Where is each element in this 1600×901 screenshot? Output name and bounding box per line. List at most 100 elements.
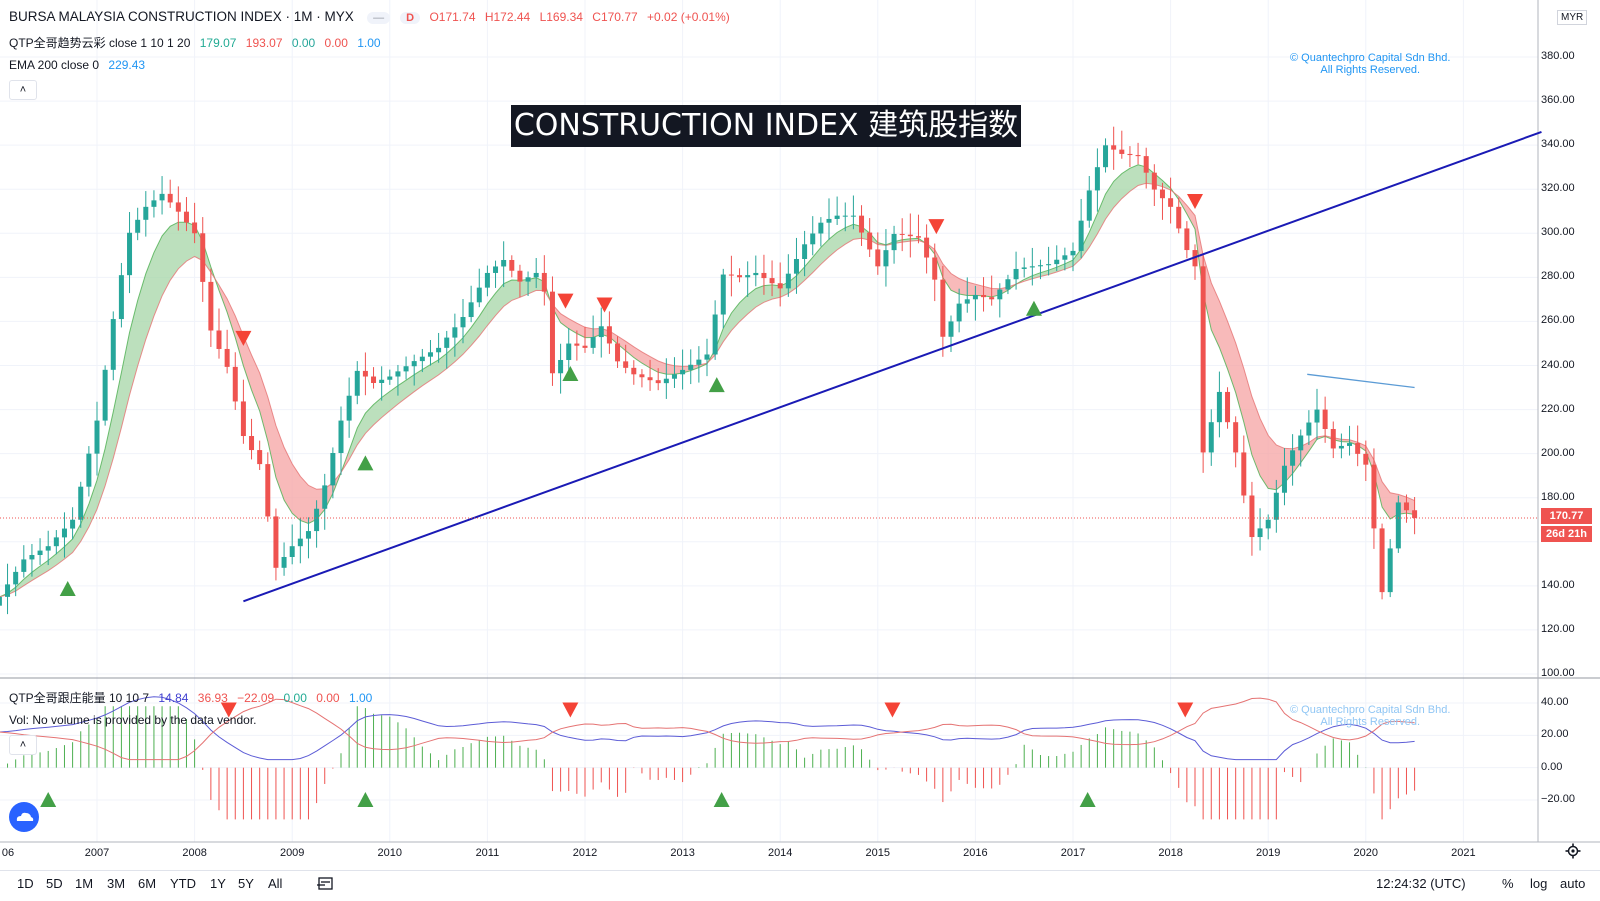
candle-body	[582, 345, 588, 348]
copyright-main: © Quantechpro Capital Sdn Bhd. All Right…	[1290, 52, 1450, 76]
candle-body	[964, 299, 970, 304]
date-range-icon[interactable]	[317, 874, 335, 892]
candle-body	[78, 486, 84, 520]
legend-collapse-button[interactable]: ˄	[9, 80, 37, 100]
candle-body	[1403, 502, 1409, 511]
candle-body	[1046, 264, 1052, 266]
timeframe-all-button[interactable]: All	[268, 876, 283, 891]
candle-body	[785, 273, 791, 289]
time-tick-label: 2010	[377, 847, 403, 859]
currency-label[interactable]: MYR	[1557, 10, 1588, 25]
time-tick-label: 2017	[1060, 847, 1086, 859]
timeframe-6m-button[interactable]: 6M	[138, 876, 157, 891]
tradingview-logo[interactable]	[9, 802, 39, 832]
chart-banner: CONSTRUCTION INDEX 建筑股指数	[511, 105, 1021, 147]
price-tick-label: 220.00	[1541, 402, 1575, 415]
candle-body	[127, 232, 133, 276]
candle-body	[70, 519, 76, 529]
utc-clock[interactable]: 12:24:32 (UTC)	[1376, 876, 1466, 891]
candle-body	[802, 244, 808, 259]
candle-body	[623, 361, 629, 368]
price-tick-label: 360.00	[1541, 94, 1575, 107]
candle-body	[1070, 250, 1076, 256]
price-tick-label: 120.00	[1541, 622, 1575, 635]
candle-body	[1355, 443, 1361, 454]
candle-body	[1241, 452, 1247, 496]
time-tick-label: 2007	[84, 847, 110, 859]
candle-body	[712, 314, 718, 355]
time-tick-label: 2008	[182, 847, 207, 859]
candle-body	[509, 259, 515, 271]
timeframe-1d-button[interactable]: 1D	[17, 876, 34, 891]
candle-body	[183, 211, 189, 223]
candle-body	[379, 379, 385, 383]
candle-body	[1094, 167, 1100, 191]
sell-signal-marker	[557, 293, 574, 309]
ohlc-low: L169.34	[539, 10, 583, 24]
price-tick-label: 240.00	[1541, 358, 1575, 371]
timeframe-5y-button[interactable]: 5Y	[238, 876, 254, 891]
oscillator-legend[interactable]: QTP全哥跟庄能量 10 10 7 14.84 36.93 −22.09 0.0…	[9, 689, 378, 706]
buy-signal-marker	[562, 365, 579, 381]
ohlc-high: H172.44	[484, 10, 531, 24]
candle-body	[728, 274, 734, 276]
candle-body	[94, 420, 100, 454]
candle-body	[175, 202, 181, 212]
oscillator-collapse-button[interactable]: ˄	[9, 735, 37, 755]
time-tick-label: 2018	[1158, 847, 1183, 859]
candle-body	[110, 319, 116, 370]
pill-d[interactable]: D	[400, 12, 421, 24]
timeframe-1y-button[interactable]: 1Y	[210, 876, 226, 891]
settings-gear-icon[interactable]	[1565, 843, 1581, 859]
candle-body	[696, 359, 702, 365]
timeframe-5d-button[interactable]: 5D	[46, 876, 63, 891]
timeframe-3m-button[interactable]: 3M	[107, 876, 126, 891]
candle-body	[1338, 445, 1344, 449]
candle-body	[362, 370, 368, 377]
ohlc-close: C170.77	[592, 10, 638, 24]
candle-body	[631, 367, 637, 375]
oscillator-buy-marker	[40, 792, 57, 807]
auto-toggle[interactable]: auto	[1560, 876, 1586, 891]
candle-body	[810, 233, 816, 245]
candle-body	[688, 364, 694, 370]
qtp-trend-legend[interactable]: QTP全哥趋势云彩 close 1 10 1 20 179.07 193.07 …	[9, 34, 387, 51]
candle-body	[737, 275, 743, 278]
time-tick-label: 2016	[963, 847, 988, 859]
log-toggle[interactable]: log	[1530, 876, 1548, 891]
candle-body	[1103, 145, 1109, 168]
oscillator-tick-label: 0.00	[1541, 760, 1563, 773]
price-tick-label: 260.00	[1541, 314, 1575, 327]
candle-body	[29, 555, 35, 560]
oscillator-buy-marker	[357, 792, 374, 807]
time-tick-label: 2020	[1353, 847, 1379, 859]
symbol-title[interactable]: BURSA MALAYSIA CONSTRUCTION INDEX · 1M ·…	[9, 9, 354, 24]
candle-body	[53, 537, 59, 547]
candle-body	[1078, 220, 1084, 251]
sell-signal-marker	[235, 330, 252, 346]
candle-body	[1330, 429, 1336, 449]
copyright-sub-line2: All Rights Reserved.	[1320, 716, 1421, 728]
candle-body	[1216, 391, 1222, 423]
candle-body	[322, 485, 328, 509]
candle-body	[281, 556, 287, 568]
ema-legend[interactable]: EMA 200 close 0 229.43	[9, 58, 151, 72]
candle-body	[932, 257, 938, 280]
candle-body	[1273, 492, 1279, 520]
timeframe-1m-button[interactable]: 1M	[75, 876, 94, 891]
candle-body	[5, 584, 11, 597]
timeframe-ytd-button[interactable]: YTD	[170, 876, 196, 891]
candle-body	[940, 279, 946, 337]
candle-body	[192, 222, 198, 234]
buy-signal-marker	[59, 581, 76, 597]
sell-signal-marker	[928, 219, 945, 235]
candle-body	[224, 348, 230, 367]
pill-dot[interactable]: —	[367, 12, 391, 24]
candle-body	[1225, 391, 1231, 423]
percent-toggle[interactable]: %	[1502, 876, 1514, 891]
copyright-line2: All Rights Reserved.	[1320, 64, 1421, 76]
candle-body	[948, 321, 954, 337]
candle-body	[753, 272, 759, 276]
trend-cloud-bear	[219, 285, 350, 524]
candle-body	[1306, 422, 1312, 436]
